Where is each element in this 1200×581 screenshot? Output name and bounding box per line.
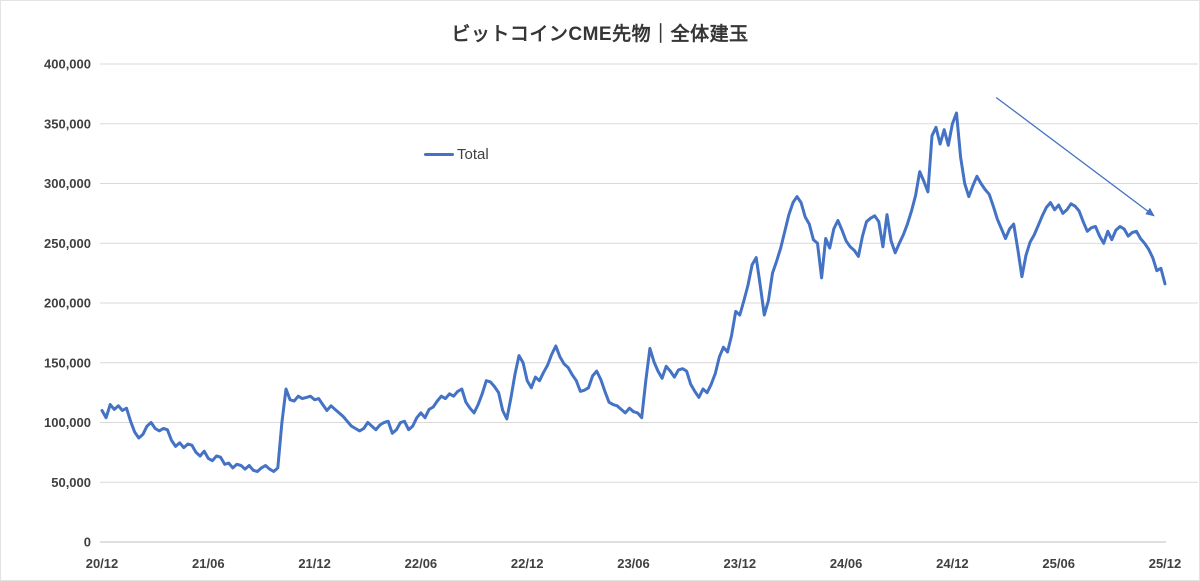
x-tick-label: 23/12 bbox=[724, 556, 757, 571]
y-tick-label: 350,000 bbox=[44, 116, 91, 131]
y-tick-label: 250,000 bbox=[44, 236, 91, 251]
y-tick-label: 200,000 bbox=[44, 296, 91, 311]
x-tick-label: 24/06 bbox=[830, 556, 863, 571]
x-tick-label: 23/06 bbox=[617, 556, 650, 571]
downtrend-arrow bbox=[995, 96, 1155, 217]
legend: Total bbox=[424, 145, 489, 163]
x-tick-label: 25/12 bbox=[1149, 556, 1182, 571]
y-tick-label: 300,000 bbox=[44, 176, 91, 191]
x-tick-label: 22/06 bbox=[405, 556, 438, 571]
y-tick-label: 100,000 bbox=[44, 415, 91, 430]
x-tick-label: 22/12 bbox=[511, 556, 544, 571]
x-tick-label: 21/06 bbox=[192, 556, 225, 571]
x-tick-label: 24/12 bbox=[936, 556, 969, 571]
total-series-line bbox=[100, 111, 1167, 473]
legend-line-swatch bbox=[424, 152, 454, 156]
y-tick-label: 150,000 bbox=[44, 355, 91, 370]
x-tick-label: 21/12 bbox=[298, 556, 331, 571]
y-tick-label: 400,000 bbox=[44, 57, 91, 72]
x-tick-label: 20/12 bbox=[86, 556, 119, 571]
legend-label: Total bbox=[457, 145, 489, 163]
y-tick-label: 50,000 bbox=[51, 475, 91, 490]
chart-title: ビットコインCME先物｜全体建玉 bbox=[451, 24, 749, 45]
x-tick-label: 25/06 bbox=[1042, 556, 1075, 571]
y-tick-label: 0 bbox=[84, 535, 91, 550]
